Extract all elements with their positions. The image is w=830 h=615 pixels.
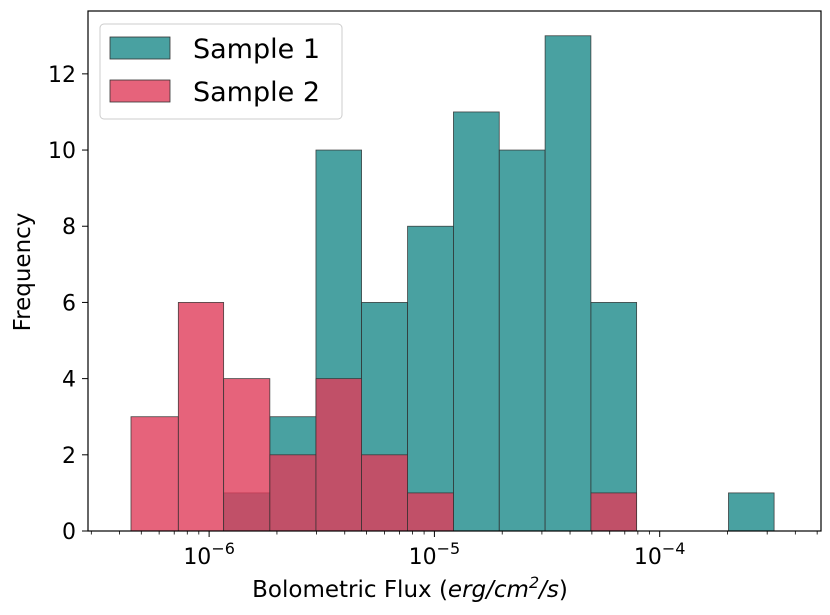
bar-series-1-bin-10	[544, 35, 592, 532]
y-axis-title: Frequency	[10, 213, 36, 332]
bar-series-2-bin-6	[361, 454, 408, 532]
bar-series-1-bin-7	[407, 225, 454, 532]
x-axis-title: Bolometric Flux (erg/cm2/s)	[252, 573, 568, 603]
y-tick-label: 8	[62, 215, 76, 240]
y-axis: 0 2 4 6 8 10 12	[48, 63, 88, 545]
bar-series-2-bin-7	[407, 492, 454, 532]
y-tick-label: 12	[48, 63, 76, 88]
y-tick-label: 10	[48, 139, 76, 164]
bar-series-2-bin-4	[269, 454, 317, 532]
bar-series-1-bin-8	[453, 111, 500, 532]
bar-series-1-bin-9	[498, 149, 546, 532]
x-axis: 10−6 10−5 10−4	[90, 531, 818, 570]
bars-layer	[130, 35, 775, 532]
bar-series-2-bin-11	[590, 492, 638, 532]
bar-series-2-bin-5	[315, 378, 362, 532]
bar-series-2-bin-3	[223, 378, 271, 532]
y-tick-label: 0	[62, 520, 76, 545]
legend-swatch-sample-2	[109, 79, 171, 103]
bar-series-2-bin-2	[177, 302, 225, 532]
plot-frame	[87, 10, 822, 532]
x-tick-label: 10−5	[409, 539, 461, 570]
bar-series-1-bin-14	[728, 492, 775, 532]
legend: Sample 1 Sample 2	[99, 23, 343, 120]
x-tick-label: 10−6	[183, 539, 235, 570]
y-tick-label: 4	[62, 368, 76, 393]
legend-label-sample-2: Sample 2	[193, 77, 320, 108]
y-tick-label: 6	[62, 291, 76, 316]
bar-series-2-bin-1	[130, 416, 179, 532]
y-tick-label: 2	[62, 444, 76, 469]
legend-swatch-sample-1	[109, 36, 171, 60]
x-tick-label: 10−4	[634, 539, 686, 570]
legend-label-sample-1: Sample 1	[193, 34, 320, 65]
